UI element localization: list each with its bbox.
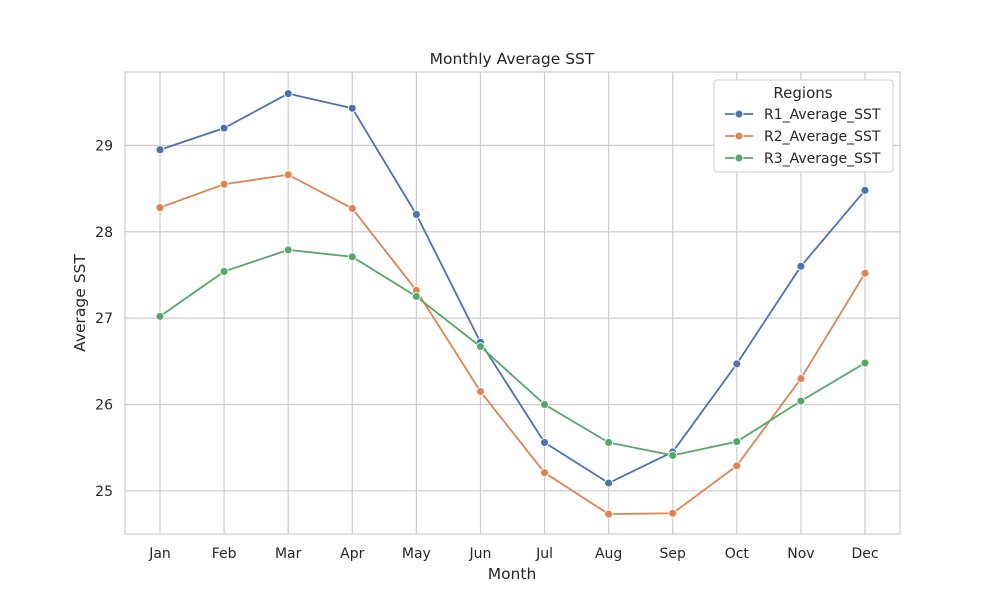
- data-point: [668, 450, 678, 460]
- series-line-1: [159, 92, 866, 484]
- data-point: [540, 400, 549, 409]
- data-point: [540, 438, 549, 447]
- legend-label: R2_Average_SST: [764, 129, 881, 145]
- chart-title: Monthly Average SST: [430, 50, 595, 68]
- series-lines: [155, 89, 870, 519]
- legend-label: R1_Average_SST: [764, 107, 881, 123]
- data-point: [347, 203, 357, 213]
- data-point: [860, 268, 870, 278]
- legend: Regions R1_Average_SST R2_Average_SST R3_A…: [713, 79, 894, 173]
- legend-label: R3_Average_SST: [764, 151, 881, 167]
- data-point: [796, 374, 806, 384]
- x-tick-label: Dec: [851, 546, 878, 562]
- x-tick-label: Jul: [535, 546, 553, 562]
- data-point: [155, 311, 165, 321]
- data-point: [732, 359, 742, 369]
- data-point: [411, 292, 421, 301]
- x-tick-label: Jan: [148, 546, 171, 562]
- data-point: [219, 123, 229, 133]
- x-tick-label: Oct: [725, 546, 750, 562]
- x-tick-label: Sep: [660, 546, 687, 562]
- data-point: [604, 509, 614, 519]
- data-point: [411, 210, 421, 219]
- data-point: [860, 358, 870, 368]
- data-point: [283, 245, 293, 255]
- data-point: [732, 437, 742, 447]
- y-axis-title: Average SST: [71, 254, 89, 352]
- data-point: [604, 438, 614, 447]
- y-tick-labels: 25 26 27 28 29: [95, 138, 113, 499]
- data-point: [347, 252, 357, 262]
- data-point: [860, 185, 870, 195]
- legend-box: [713, 79, 894, 173]
- y-tick-label: 29: [95, 138, 113, 154]
- x-axis-title: Month: [488, 565, 537, 583]
- x-tick-label: Mar: [275, 546, 302, 562]
- data-point: [219, 179, 229, 189]
- plot-frame: [124, 71, 901, 535]
- x-tick-label: Jun: [469, 546, 492, 562]
- data-point: [347, 103, 357, 113]
- y-tick-label: 26: [95, 397, 113, 413]
- data-point: [732, 461, 742, 471]
- x-tick-label: Nov: [787, 546, 814, 562]
- data-point: [540, 468, 549, 478]
- y-tick-label: 28: [95, 225, 113, 241]
- data-point: [155, 145, 165, 155]
- data-point: [283, 170, 293, 180]
- data-point: [219, 267, 229, 276]
- data-point: [476, 342, 485, 352]
- data-point: [155, 203, 165, 213]
- legend-items: R1_Average_SST R2_Average_SST R3_Average_S…: [725, 107, 881, 167]
- grid: [125, 72, 900, 534]
- data-point: [796, 261, 806, 271]
- x-tick-label: Apr: [340, 546, 364, 562]
- data-point: [668, 508, 678, 518]
- series-line-3: [159, 248, 866, 457]
- legend-swatch-marker: [734, 153, 744, 163]
- x-tick-label: Aug: [595, 546, 622, 562]
- legend-swatch-marker: [734, 109, 744, 119]
- data-point: [604, 478, 614, 488]
- legend-swatch-marker: [734, 131, 744, 141]
- y-tick-label: 27: [95, 311, 113, 327]
- x-tick-labels: Jan Feb Mar Apr May Jun Jul Aug Sep Oct Nov Dec: [148, 546, 878, 562]
- data-point: [476, 387, 485, 396]
- y-tick-label: 25: [95, 484, 113, 500]
- x-tick-label: Feb: [212, 546, 237, 562]
- series-line-2: [159, 173, 866, 516]
- data-point: [796, 396, 806, 406]
- x-tick-label: May: [402, 546, 431, 562]
- legend-title: Regions: [773, 84, 832, 102]
- data-point: [283, 89, 293, 99]
